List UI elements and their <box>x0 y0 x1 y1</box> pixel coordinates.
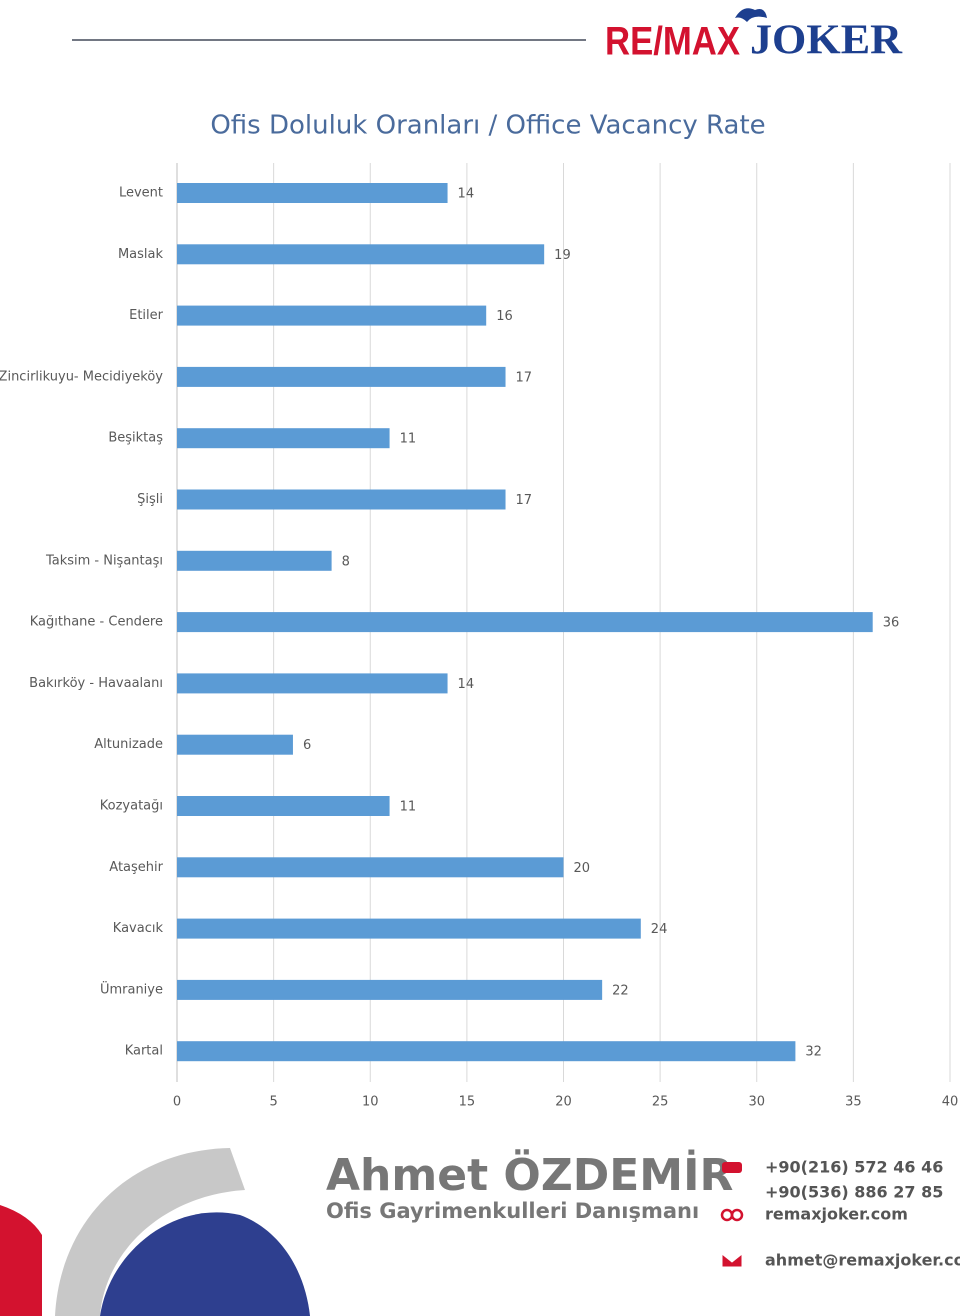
bar <box>177 734 293 755</box>
value-label: 14 <box>458 187 475 202</box>
value-label: 36 <box>883 616 900 631</box>
logo-remax: RE/MAX <box>605 20 740 64</box>
value-label: 6 <box>303 738 311 753</box>
value-label: 22 <box>612 983 629 998</box>
link-icon <box>730 1208 744 1222</box>
value-label: 19 <box>554 248 571 263</box>
chart-title: Ofis Doluluk Oranları / Office Vacancy R… <box>210 111 765 141</box>
x-tick-label: 35 <box>845 1095 862 1110</box>
y-tick-label: Zincirlikuyu- Mecidiyeköy <box>0 369 163 384</box>
y-tick-label: Kavacık <box>113 921 164 936</box>
value-label: 32 <box>805 1045 822 1060</box>
x-tick-label: 15 <box>459 1095 476 1110</box>
y-tick-label: Şişli <box>137 492 163 507</box>
bar <box>177 979 603 1000</box>
bar <box>177 918 641 939</box>
x-tick-label: 0 <box>173 1095 181 1110</box>
decor-navy <box>100 1212 310 1316</box>
decor-gray <box>55 1148 245 1316</box>
value-label: 14 <box>458 677 475 692</box>
website: remaxjoker.com <box>765 1205 908 1224</box>
x-tick-label: 25 <box>652 1095 669 1110</box>
bar <box>177 612 873 633</box>
x-tick-label: 40 <box>942 1095 959 1110</box>
bar <box>177 1041 796 1062</box>
bar <box>177 244 545 265</box>
value-label: 24 <box>651 922 668 937</box>
logo-joker: JOKER <box>750 18 903 64</box>
y-tick-label: Levent <box>119 186 163 201</box>
y-tick-label: Altunizade <box>94 737 163 752</box>
y-tick-label: Ümraniye <box>100 980 163 997</box>
x-tick-label: 20 <box>555 1095 572 1110</box>
value-label: 11 <box>400 432 417 447</box>
bar <box>177 796 390 816</box>
phone: +90(216) 572 46 46 <box>765 1158 943 1177</box>
mail-icon <box>721 1253 743 1268</box>
value-label: 17 <box>516 370 533 385</box>
bar <box>177 183 448 203</box>
y-tick-label: Beşiktaş <box>108 431 163 446</box>
bar <box>177 550 332 571</box>
y-tick-label: Kağıthane - Cendere <box>30 615 163 630</box>
phone: +90(536) 886 27 85 <box>765 1183 943 1202</box>
email: ahmet@remaxjoker.com <box>765 1251 960 1270</box>
bar <box>177 305 487 326</box>
agent-name: Ahmet ÖZDEMİR <box>326 1148 733 1201</box>
decor-red <box>0 1205 42 1316</box>
y-tick-label: Etiler <box>129 308 164 323</box>
value-label: 20 <box>574 861 591 876</box>
chart: 0 5 10 15 20 25 30 35 40 Levent 14 Maslak 19 Etiler 16… <box>0 163 958 1110</box>
bar <box>177 428 390 449</box>
x-tick-label: 10 <box>362 1095 379 1110</box>
x-tick-label: 30 <box>748 1095 765 1110</box>
value-label: 17 <box>516 493 533 508</box>
bar <box>177 857 564 878</box>
agent-role: Ofis Gayrimenkulleri Danışmanı <box>326 1199 699 1223</box>
link-icon <box>720 1208 734 1222</box>
y-tick-label: Kozyatağı <box>100 799 163 814</box>
value-label: 8 <box>342 554 350 569</box>
logo-balloon <box>735 8 767 22</box>
value-label: 16 <box>496 309 513 324</box>
phone-icon <box>722 1162 742 1173</box>
y-tick-label: Ataşehir <box>109 860 163 875</box>
bar <box>177 489 506 510</box>
y-tick-label: Bakırköy - Havaalanı <box>29 676 163 691</box>
bar <box>177 366 506 387</box>
y-tick-label: Taksim - Nişantaşı <box>45 553 163 568</box>
x-tick-label: 5 <box>269 1095 277 1110</box>
bar <box>177 673 448 694</box>
y-tick-label: Kartal <box>125 1044 163 1059</box>
value-label: 11 <box>400 800 417 815</box>
y-tick-label: Maslak <box>118 247 164 262</box>
